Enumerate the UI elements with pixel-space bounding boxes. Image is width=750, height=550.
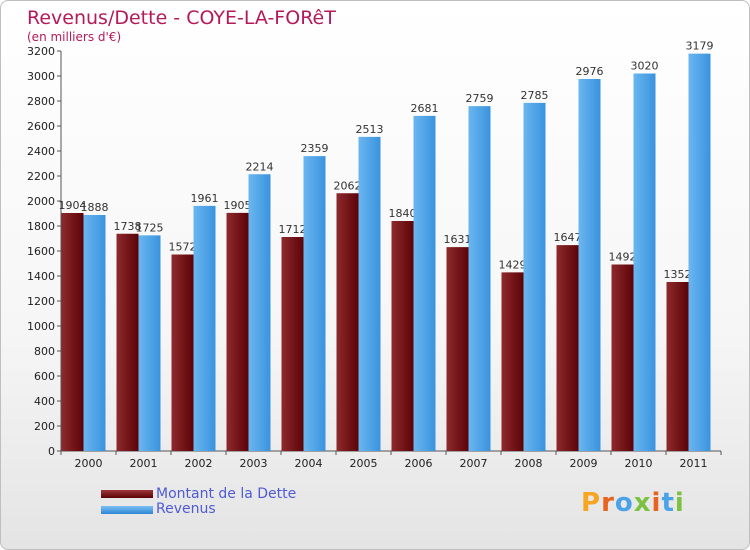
logo-letter: r [601,488,615,518]
legend-label-dette: Montant de la Dette [156,486,297,502]
bar-dette-2011 [666,282,689,451]
bar-revenus-2000 [83,215,106,451]
y-tick-label: 1200 [27,295,55,308]
x-tick-label-2004: 2004 [295,457,323,470]
legend-label-revenus: Revenus [156,501,216,517]
bar-dette-2000 [61,213,84,451]
value-label-revenus-2001: 1725 [136,221,164,234]
bar-dette-2002 [171,254,194,451]
logo-letter: t [661,488,675,518]
legend-swatch-revenus [101,506,153,514]
bar-revenus-2011 [688,53,711,451]
bar-dette-2001 [116,233,139,451]
value-label-dette-2006: 1840 [389,207,417,220]
bar-dette-2003 [226,212,249,451]
value-label-dette-2002: 1572 [169,241,197,254]
y-tick-label: 2000 [27,195,55,208]
bar-dette-2007 [446,247,469,451]
value-label-dette-2004: 1712 [279,223,307,236]
y-tick-label: 400 [34,395,55,408]
value-label-revenus-2010: 3020 [631,60,659,73]
x-tick-label-2007: 2007 [460,457,488,470]
logo-letter: o [614,488,634,518]
bar-revenus-2006 [413,115,436,451]
logo-letter: i [651,488,662,518]
y-tick-label: 3200 [27,45,55,58]
y-tick-label: 0 [48,445,55,458]
logo-letter: P [581,488,602,518]
y-tick-label: 2800 [27,95,55,108]
legend-swatch-dette [101,490,153,498]
bar-dette-2004 [281,237,304,451]
y-tick-label: 2400 [27,145,55,158]
proxiti-logo: Proxiti [581,488,685,518]
x-tick-label-2008: 2008 [515,457,543,470]
value-label-revenus-2006: 2681 [411,102,439,115]
value-label-revenus-2003: 2214 [246,160,274,173]
y-tick-label: 800 [34,345,55,358]
bar-dette-2009 [556,245,579,451]
y-tick-label: 1000 [27,320,55,333]
value-label-dette-2007: 1631 [444,233,472,246]
value-label-revenus-2000: 1888 [81,201,109,214]
value-label-revenus-2002: 1961 [191,192,219,205]
value-label-dette-2011: 1352 [664,268,692,281]
value-label-revenus-2005: 2513 [356,123,384,136]
value-label-dette-2009: 1647 [554,231,582,244]
value-label-revenus-2004: 2359 [301,142,329,155]
x-tick-label-2001: 2001 [130,457,158,470]
y-tick-label: 600 [34,370,55,383]
value-label-dette-2000: 1904 [59,199,87,212]
bar-revenus-2004 [303,156,326,451]
bar-revenus-2009 [578,79,601,451]
x-tick-label-2005: 2005 [350,457,378,470]
y-tick-label: 1600 [27,245,55,258]
value-label-revenus-2008: 2785 [521,89,549,102]
bar-revenus-2007 [468,106,491,451]
x-tick-label-2006: 2006 [405,457,433,470]
bar-revenus-2005 [358,136,381,451]
y-tick-label: 2600 [27,120,55,133]
y-tick-label: 2200 [27,170,55,183]
x-tick-label-2002: 2002 [185,457,213,470]
bar-dette-2008 [501,272,524,451]
x-tick-label-2009: 2009 [570,457,598,470]
value-label-dette-2010: 1492 [609,251,637,264]
value-label-dette-2005: 2062 [334,179,362,192]
y-tick-label: 1800 [27,220,55,233]
bar-revenus-2008 [523,102,546,451]
value-label-dette-2008: 1429 [499,258,527,271]
value-label-revenus-2007: 2759 [466,92,494,105]
value-label-dette-2003: 1905 [224,199,252,212]
y-tick-label: 1400 [27,270,55,283]
chart-subtitle: (en milliers d'€) [27,30,122,44]
value-label-revenus-2009: 2976 [576,65,604,78]
y-tick-label: 3000 [27,70,55,83]
logo-letter: i [674,488,685,518]
bar-dette-2010 [611,264,634,451]
x-tick-label-2000: 2000 [75,457,103,470]
bar-dette-2005 [336,193,359,451]
bar-dette-2006 [391,221,414,451]
bar-revenus-2003 [248,174,271,451]
x-tick-label-2011: 2011 [680,457,708,470]
value-label-revenus-2011: 3179 [686,40,714,53]
bar-revenus-2010 [633,73,656,451]
bar-revenus-2002 [193,205,216,451]
value-label-dette-2001: 1738 [114,220,142,233]
bar-revenus-2001 [138,235,161,451]
logo-letter: x [633,488,652,518]
chart-title: Revenus/Dette - COYE-LA-FORêT [27,7,336,29]
x-tick-label-2010: 2010 [625,457,653,470]
x-tick-label-2003: 2003 [240,457,268,470]
y-tick-label: 200 [34,420,55,433]
